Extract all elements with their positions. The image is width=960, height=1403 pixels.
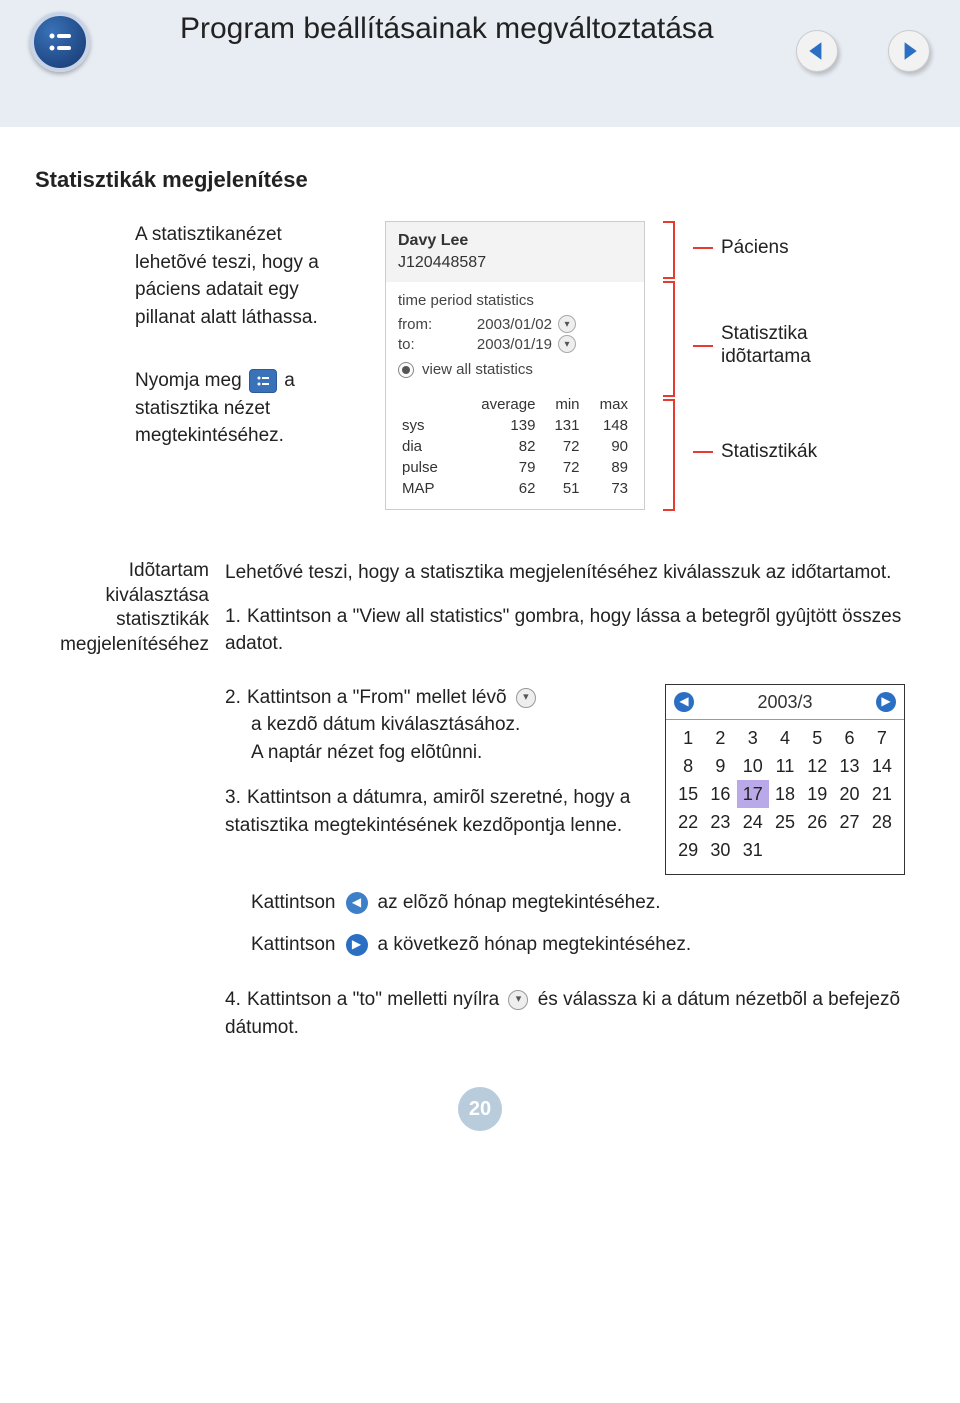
from-dropdown-icon[interactable]: ▾ — [558, 315, 576, 333]
to-date: 2003/01/19 — [453, 336, 558, 353]
patient-block: Davy Lee J120448587 — [386, 222, 644, 282]
app-list-icon — [30, 12, 90, 72]
time-period-block: time period statistics from: 2003/01/02 … — [386, 282, 644, 386]
step-3: 3.Kattintson a dátumra, amirõl szeretné,… — [225, 784, 645, 839]
calendar-widget: ◀ 2003/3 ▶ 12345678910111213141516171819… — [665, 684, 905, 876]
col-average: average — [456, 394, 539, 415]
dropdown-icon: ▾ — [516, 688, 536, 708]
table-row: dia 82 72 90 — [398, 436, 632, 457]
col-min: min — [539, 394, 583, 415]
step-2: 2.Kattintson a "From" mellet lévõ ▾ — [225, 684, 645, 712]
step-4: 4.Kattintson a "to" melletti nyílra ▾ és… — [225, 986, 925, 1041]
cal-day[interactable]: 6 — [833, 724, 865, 752]
table-row: MAP 62 51 73 — [398, 478, 632, 499]
cal-day[interactable]: 30 — [704, 836, 736, 864]
from-label: from: — [398, 316, 453, 333]
cal-day[interactable]: 2 — [704, 724, 736, 752]
cal-day[interactable]: 26 — [801, 808, 833, 836]
section-title: Statisztikák megjelenítése — [35, 167, 925, 193]
nav-arrows — [796, 30, 930, 72]
cal-day[interactable]: 20 — [833, 780, 865, 808]
cal-day[interactable]: 14 — [866, 752, 898, 780]
callout-brackets — [663, 221, 675, 511]
cal-day[interactable]: 29 — [672, 836, 704, 864]
cal-day[interactable]: 24 — [737, 808, 769, 836]
dropdown-icon-2: ▾ — [508, 990, 528, 1010]
viewall-label: view all statistics — [422, 361, 533, 378]
intro-text: A statisztikanézet lehetõvé teszi, hogy … — [135, 221, 355, 331]
step-1: 1.Kattintson a "View all statistics" gom… — [225, 603, 925, 658]
cal-day[interactable]: 15 — [672, 780, 704, 808]
cal-day[interactable]: 12 — [801, 752, 833, 780]
page-header: Program beállításainak megváltoztatása — [0, 0, 960, 127]
next-icon: ▶ — [346, 934, 368, 956]
intro2: Lehetővé teszi, hogy a statisztika megje… — [225, 559, 925, 587]
from-date: 2003/01/02 — [453, 316, 558, 333]
side-label: Idõtartam kiválasztása statisztikák megj… — [35, 559, 215, 1041]
cal-day[interactable]: 21 — [866, 780, 898, 808]
table-row: sys 139 131 148 — [398, 415, 632, 436]
cal-day[interactable]: 31 — [737, 836, 769, 864]
to-dropdown-icon[interactable]: ▾ — [558, 335, 576, 353]
callout-stats: Statisztikák — [693, 441, 841, 463]
cal-next-month[interactable]: ▶ — [876, 692, 896, 712]
press-text: Nyomja meg a statisztika nézet megtekint… — [135, 367, 355, 450]
step-2b: a kezdõ dátum kiválasztásához. — [225, 711, 645, 739]
statistics-panel: Davy Lee J120448587 time period statisti… — [385, 221, 645, 510]
page-number: 20 — [458, 1087, 502, 1131]
patient-id: J120448587 — [398, 254, 632, 272]
page-title: Program beállításainak megváltoztatása — [180, 12, 714, 46]
cal-day[interactable]: 4 — [769, 724, 801, 752]
cal-prev-month[interactable]: ◀ — [674, 692, 694, 712]
cal-day[interactable]: 5 — [801, 724, 833, 752]
prev-icon: ◀ — [346, 892, 368, 914]
cal-day[interactable]: 23 — [704, 808, 736, 836]
next-page-button[interactable] — [888, 30, 930, 72]
cal-day[interactable]: 1 — [672, 724, 704, 752]
next-month-hint: Kattintson ▶ a következõ hónap megtekint… — [225, 931, 925, 959]
cal-day[interactable]: 8 — [672, 752, 704, 780]
cal-day[interactable]: 28 — [866, 808, 898, 836]
stat-view-icon[interactable] — [249, 369, 277, 393]
cal-day[interactable]: 9 — [704, 752, 736, 780]
prev-month-hint: Kattintson ◀ az elõzõ hónap megtekintésé… — [225, 889, 925, 917]
content: Statisztikák megjelenítése A statisztika… — [0, 127, 960, 1141]
prev-page-button[interactable] — [796, 30, 838, 72]
cal-day[interactable]: 11 — [769, 752, 801, 780]
cal-day[interactable]: 16 — [704, 780, 736, 808]
patient-name: Davy Lee — [398, 232, 632, 250]
cal-day[interactable]: 18 — [769, 780, 801, 808]
cal-day[interactable]: 17 — [737, 780, 769, 808]
cal-day[interactable]: 3 — [737, 724, 769, 752]
cal-day[interactable]: 22 — [672, 808, 704, 836]
cal-day[interactable]: 27 — [833, 808, 865, 836]
cal-month: 2003/3 — [757, 689, 812, 715]
statistics-block: average min max sys 139 131 148 dia — [386, 386, 644, 509]
viewall-radio[interactable] — [398, 362, 414, 378]
cal-grid[interactable]: 1234567891011121314151617181920212223242… — [666, 720, 904, 868]
step-2c: A naptár nézet fog elõtûnni. — [225, 739, 645, 767]
cal-day[interactable]: 7 — [866, 724, 898, 752]
table-row: pulse 79 72 89 — [398, 457, 632, 478]
col-max: max — [584, 394, 633, 415]
tps-label: time period statistics — [398, 292, 632, 309]
cal-day[interactable]: 13 — [833, 752, 865, 780]
callout-patient: Páciens — [693, 237, 841, 259]
callout-timeperiod: Statisztika idõtartama — [693, 323, 841, 369]
to-label: to: — [398, 336, 453, 353]
cal-day[interactable]: 19 — [801, 780, 833, 808]
cal-day[interactable]: 25 — [769, 808, 801, 836]
cal-day[interactable]: 10 — [737, 752, 769, 780]
